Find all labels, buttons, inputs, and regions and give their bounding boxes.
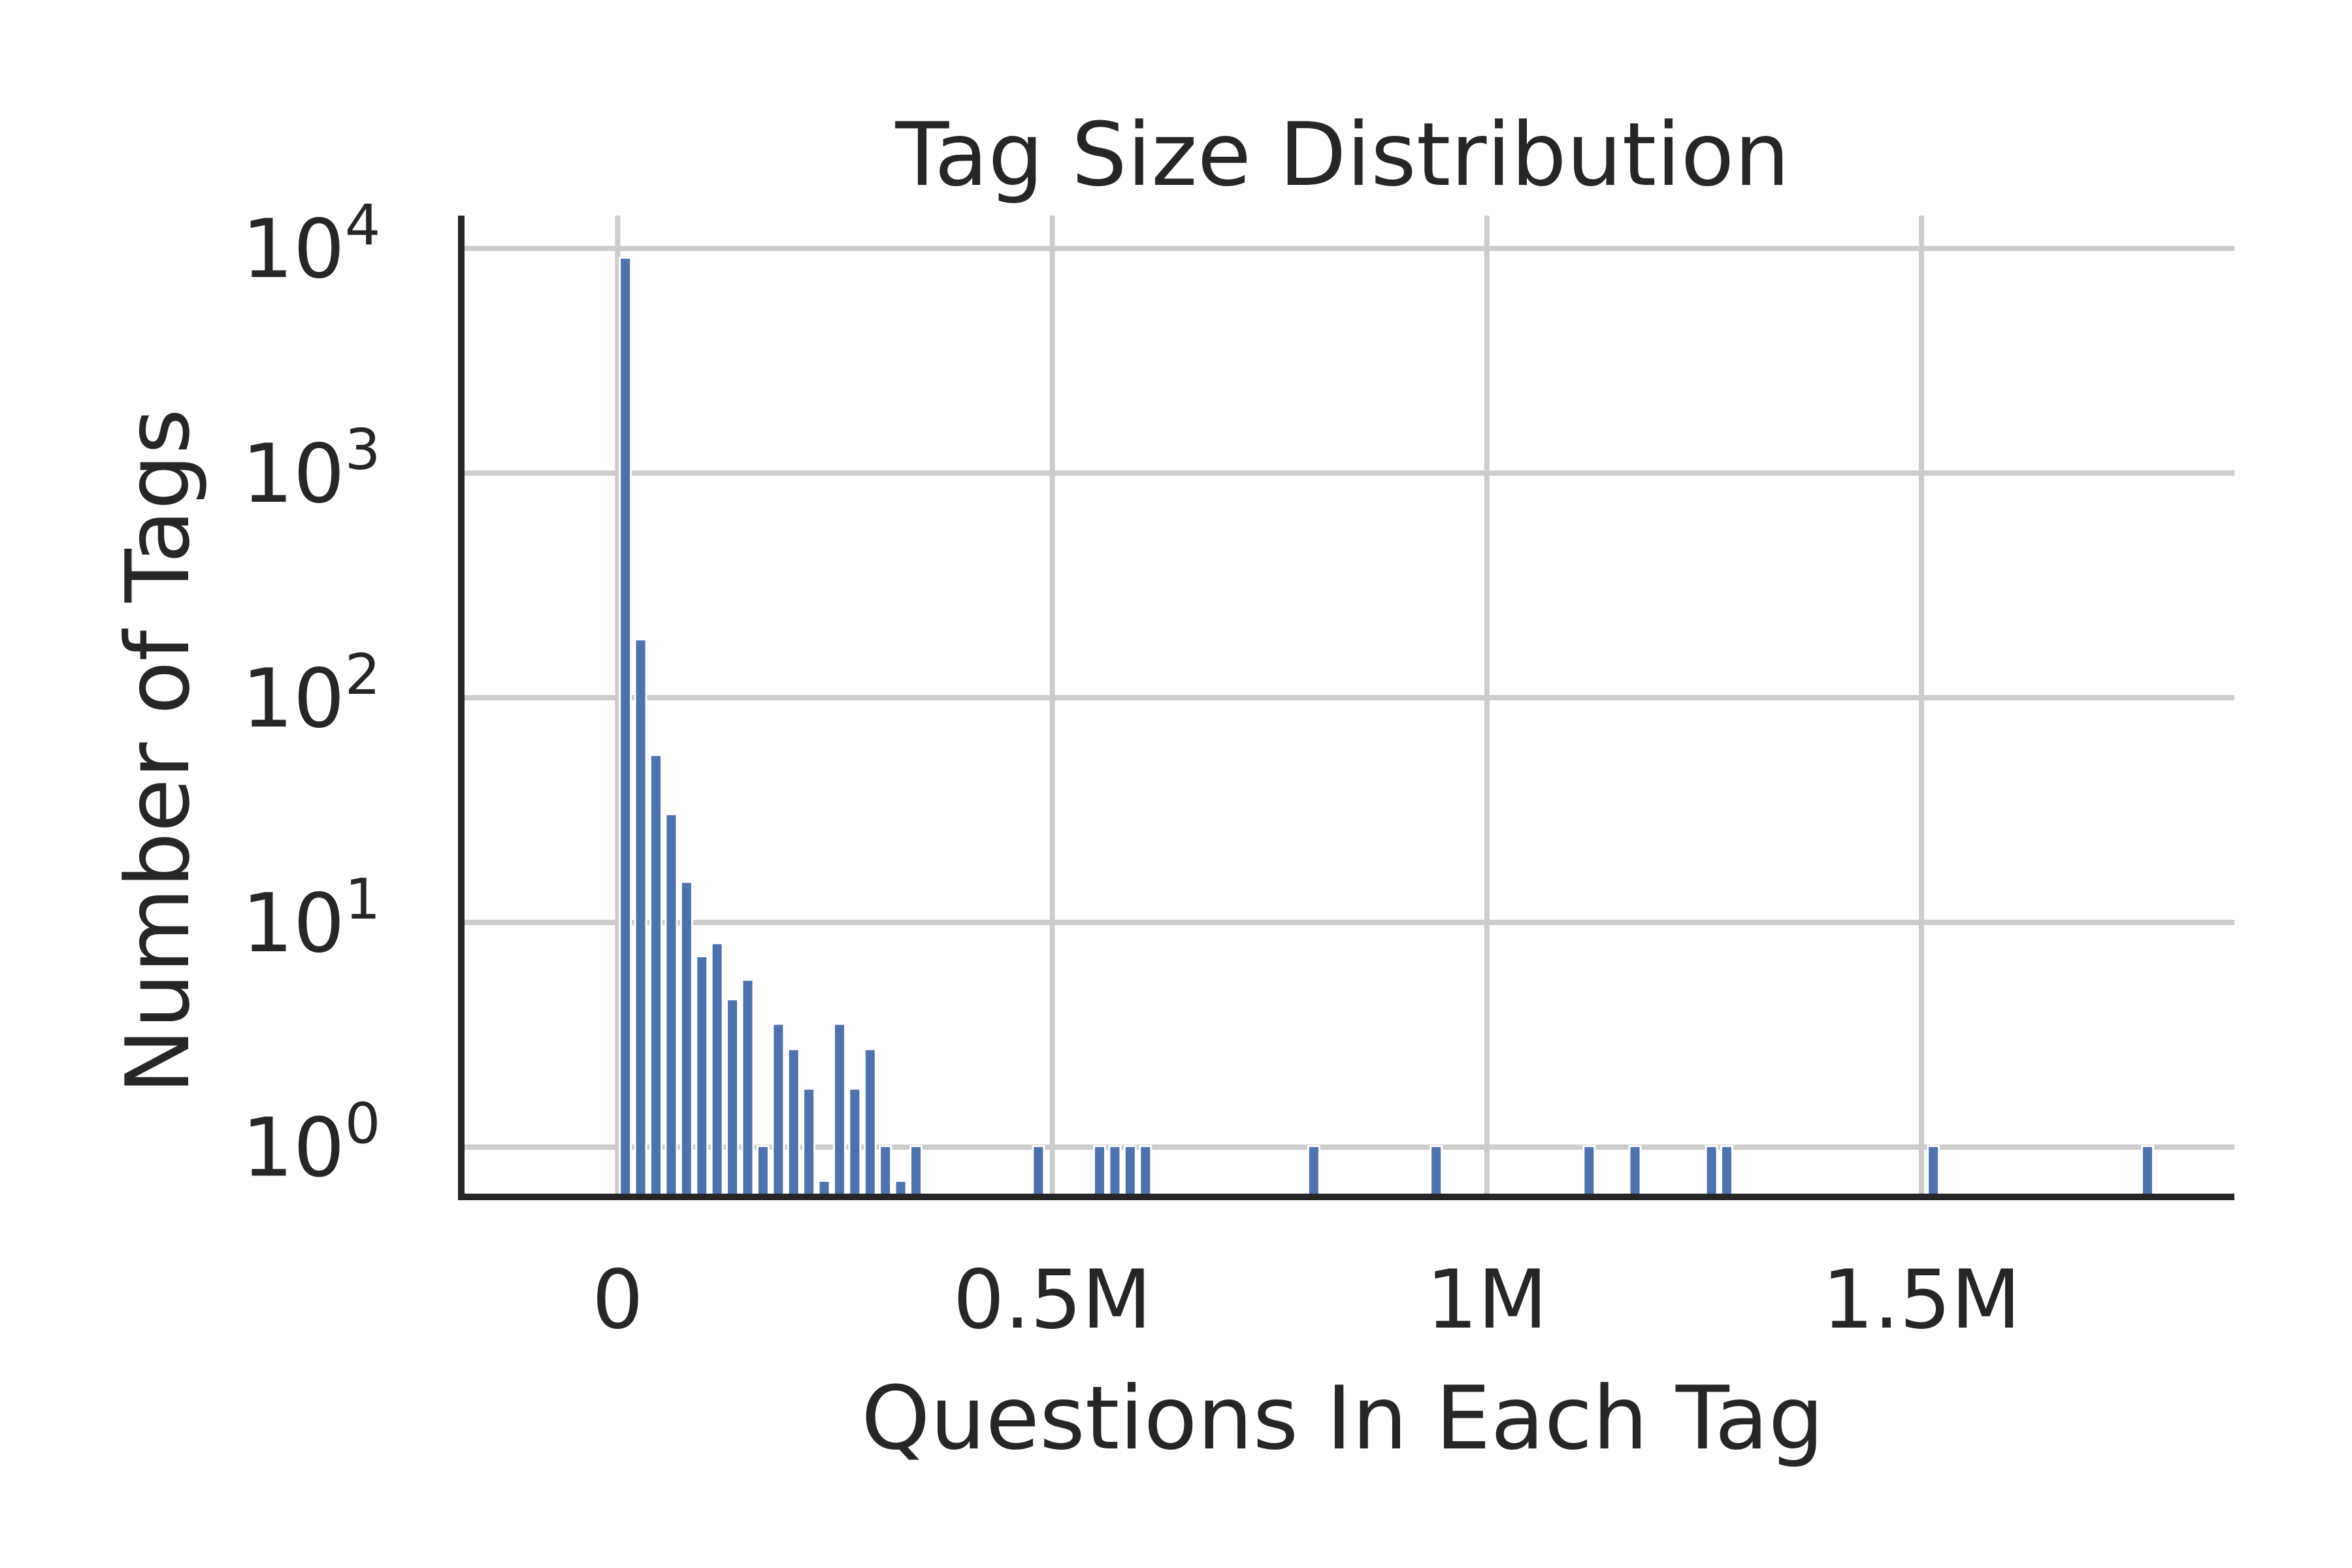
bar-5 <box>697 957 707 1197</box>
bar-13 <box>819 1181 829 1197</box>
bar-16 <box>865 1050 875 1197</box>
bar-9 <box>758 1147 768 1197</box>
bar-11 <box>789 1050 798 1197</box>
x-tick-label-1: 0.5M <box>953 1253 1152 1347</box>
bar-30 <box>1722 1147 1732 1197</box>
y-tick-label-0: 100 <box>242 1092 381 1196</box>
bar-12 <box>804 1089 814 1197</box>
x-tick-label-0: 0 <box>592 1253 644 1347</box>
bar-15 <box>850 1089 860 1197</box>
bar-21 <box>1095 1147 1105 1197</box>
x-axis-label: Questions In Each Tag <box>861 1367 1824 1469</box>
bar-31 <box>1929 1147 1938 1197</box>
bar-23 <box>1125 1147 1135 1197</box>
bar-8 <box>743 981 753 1197</box>
bar-4 <box>681 883 691 1197</box>
bar-1 <box>636 640 645 1197</box>
bar-18 <box>896 1181 906 1197</box>
histogram-bars <box>619 256 2154 1198</box>
y-tick-label-2: 102 <box>242 642 381 746</box>
bar-24 <box>1141 1147 1151 1197</box>
y-tick-label-4: 104 <box>242 193 381 297</box>
bar-3 <box>666 815 676 1197</box>
tick-labels: 0 0.5M 1M 1.5M 100 101 102 103 104 <box>242 193 2021 1347</box>
bar-26 <box>1431 1147 1441 1197</box>
bar-27 <box>1584 1147 1594 1197</box>
bar-2 <box>651 756 661 1197</box>
bar-20 <box>1034 1147 1043 1197</box>
y-tick-label-1: 101 <box>242 867 381 971</box>
bar-32 <box>2142 1147 2152 1197</box>
bar-17 <box>881 1147 890 1197</box>
bar-0 <box>621 258 630 1198</box>
x-tick-label-2: 1M <box>1426 1253 1548 1347</box>
bar-28 <box>1630 1147 1640 1197</box>
bar-25 <box>1309 1147 1318 1197</box>
bar-10 <box>774 1024 783 1197</box>
bar-22 <box>1110 1147 1120 1197</box>
chart-title: Tag Size Distribution <box>895 104 1790 206</box>
bar-19 <box>911 1147 921 1197</box>
y-axis-label: Number of Tags <box>107 408 209 1094</box>
bar-14 <box>834 1024 844 1197</box>
bar-7 <box>728 1000 738 1197</box>
bar-29 <box>1707 1147 1716 1197</box>
y-tick-label-3: 103 <box>242 417 381 521</box>
axes <box>458 216 2234 1200</box>
x-tick-label-3: 1.5M <box>1822 1253 2021 1347</box>
bar-6 <box>712 944 722 1197</box>
